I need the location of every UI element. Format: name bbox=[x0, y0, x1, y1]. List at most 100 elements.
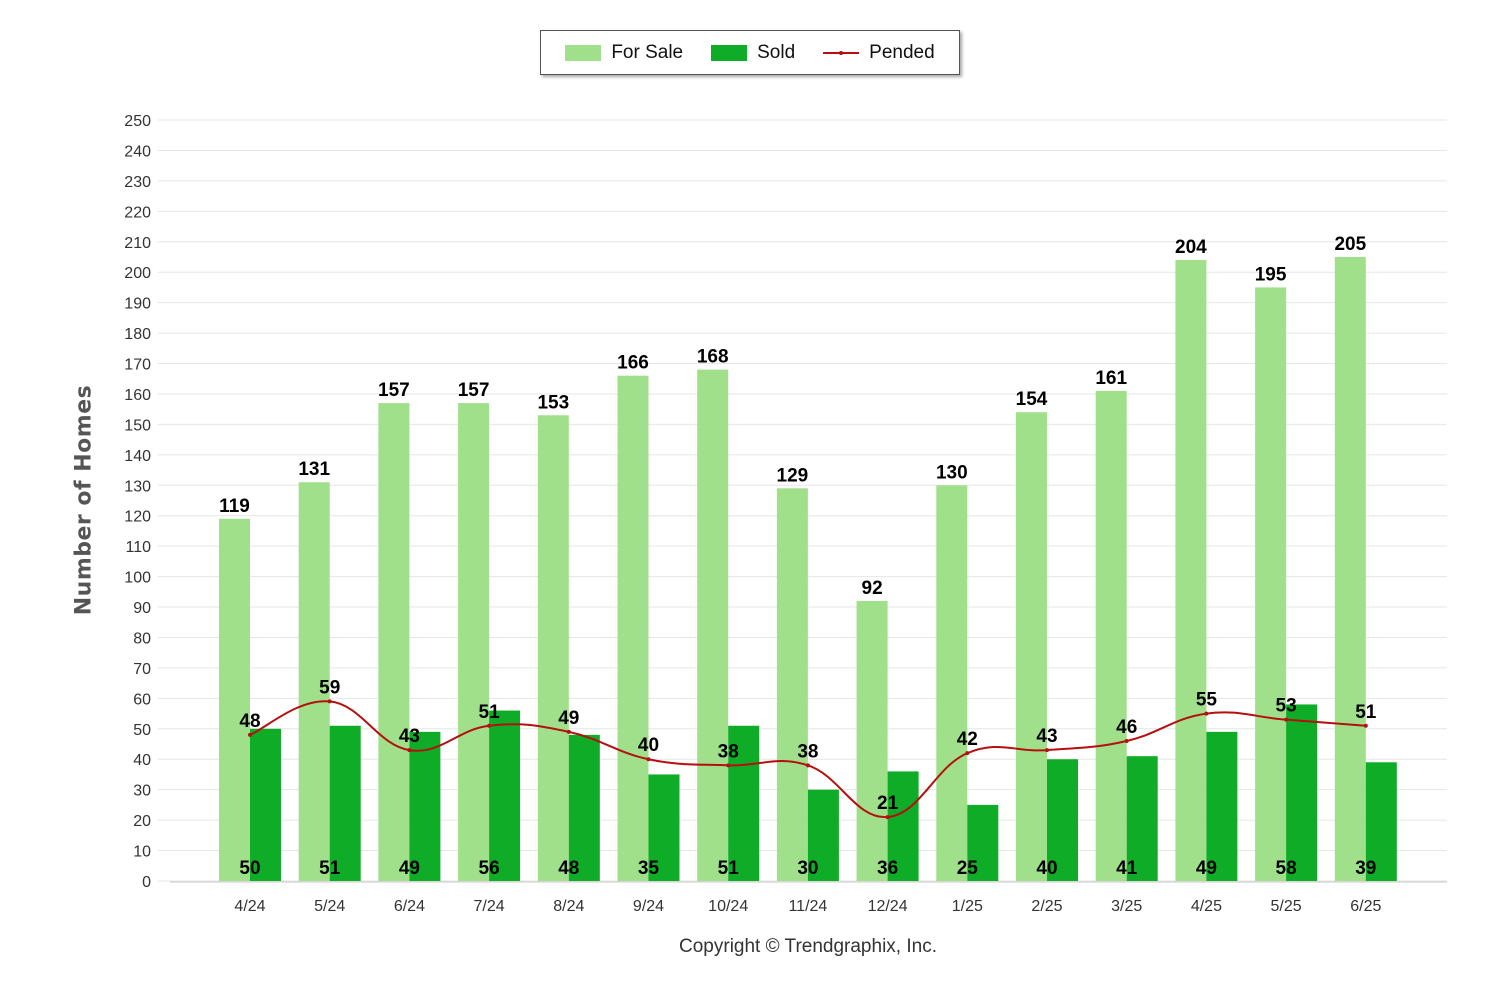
pended-point bbox=[248, 732, 252, 737]
legend: For Sale Sold Pended bbox=[540, 30, 960, 75]
y-tick-label: 160 bbox=[124, 387, 151, 404]
bar-sold bbox=[409, 731, 441, 881]
label-for-sale: 130 bbox=[936, 462, 968, 483]
legend-item-sold[interactable]: Sold bbox=[711, 42, 795, 64]
pended-point bbox=[1045, 748, 1049, 753]
label-pended: 21 bbox=[877, 793, 899, 814]
x-tick-label: 10/24 bbox=[708, 898, 748, 915]
x-tick-label: 9/24 bbox=[633, 898, 664, 915]
label-sold: 51 bbox=[319, 858, 341, 879]
y-tick-label: 50 bbox=[133, 722, 151, 739]
x-tick-label: 12/24 bbox=[868, 898, 908, 915]
label-pended: 38 bbox=[718, 741, 739, 762]
x-axis: 4/24 5/24 6/24 7/24 8/24 9/24 10/24 11/24 12/24 1… bbox=[170, 881, 1447, 915]
label-for-sale: 157 bbox=[378, 380, 410, 401]
pended-swatch bbox=[823, 45, 860, 61]
label-sold: 49 bbox=[1196, 858, 1217, 879]
bar-sold bbox=[1286, 704, 1318, 881]
y-tick-label: 70 bbox=[133, 661, 151, 678]
label-sold: 25 bbox=[957, 858, 979, 879]
legend-item-pended[interactable]: Pended bbox=[823, 42, 935, 64]
pended-point bbox=[487, 723, 492, 728]
pended-point bbox=[566, 729, 571, 734]
bar-for-sale bbox=[219, 518, 250, 881]
y-tick-label: 210 bbox=[124, 235, 151, 252]
pended-point bbox=[885, 815, 890, 820]
y-tick-label: 0 bbox=[142, 874, 151, 891]
y-tick-label: 240 bbox=[124, 143, 151, 160]
label-for-sale: 92 bbox=[862, 578, 883, 599]
y-tick-label: 60 bbox=[133, 691, 151, 708]
y-tick-label: 220 bbox=[124, 204, 151, 221]
y-axis-title: Number of Homes bbox=[71, 384, 97, 616]
bar-sold bbox=[887, 771, 919, 881]
y-tick-label: 40 bbox=[133, 752, 151, 769]
label-pended: 51 bbox=[479, 702, 501, 723]
bar-for-sale bbox=[1255, 287, 1287, 881]
label-pended: 48 bbox=[239, 711, 260, 732]
pended-point bbox=[327, 699, 332, 704]
label-pended: 43 bbox=[1036, 726, 1057, 747]
label-pended: 38 bbox=[797, 741, 818, 762]
bar-for-sale bbox=[776, 488, 808, 881]
bar-sold bbox=[1365, 762, 1397, 881]
label-sold: 58 bbox=[1276, 858, 1297, 879]
bar-sold bbox=[1206, 731, 1238, 881]
bar-for-sale bbox=[617, 375, 649, 881]
x-tick-label: 7/24 bbox=[474, 898, 505, 915]
y-tick-label: 230 bbox=[124, 174, 151, 191]
y-tick-label: 110 bbox=[125, 539, 151, 556]
label-for-sale: 119 bbox=[219, 496, 250, 517]
x-tick-label: 4/25 bbox=[1191, 898, 1222, 915]
legend-label-for-sale: For Sale bbox=[611, 41, 684, 63]
x-tick-label: 11/24 bbox=[788, 898, 827, 915]
bar-sold bbox=[568, 734, 600, 881]
pended-point bbox=[726, 763, 731, 768]
label-pended: 49 bbox=[558, 708, 579, 729]
legend-item-for-sale[interactable]: For Sale bbox=[565, 42, 683, 64]
pended-point bbox=[646, 757, 651, 762]
label-for-sale: 205 bbox=[1334, 234, 1366, 255]
bar-sold bbox=[967, 804, 999, 881]
y-tick-label: 30 bbox=[133, 783, 151, 800]
y-tick-label: 10 bbox=[133, 844, 151, 861]
label-pended: 43 bbox=[399, 726, 420, 747]
pended-point bbox=[407, 748, 412, 753]
sold-swatch bbox=[711, 44, 748, 61]
label-sold: 49 bbox=[399, 858, 420, 879]
x-tick-label: 6/24 bbox=[394, 898, 425, 915]
bar-for-sale bbox=[1334, 256, 1366, 882]
label-pended: 51 bbox=[1355, 702, 1377, 723]
x-tick-label: 4/24 bbox=[234, 898, 265, 915]
pended-point bbox=[965, 751, 970, 756]
x-tick-label: 3/25 bbox=[1111, 898, 1142, 915]
for-sale-swatch bbox=[565, 44, 602, 61]
label-sold: 50 bbox=[239, 858, 260, 879]
bar-sold bbox=[489, 710, 521, 881]
label-pended: 53 bbox=[1276, 696, 1297, 717]
bar-sold bbox=[648, 774, 680, 881]
label-sold: 56 bbox=[479, 858, 500, 879]
pended-point bbox=[805, 763, 810, 768]
bar-for-sale bbox=[1016, 412, 1047, 881]
y-tick-label: 100 bbox=[124, 570, 151, 587]
label-sold: 40 bbox=[1036, 858, 1057, 879]
bar-sold bbox=[329, 725, 361, 881]
y-tick-label: 190 bbox=[124, 296, 151, 313]
y-tick-label: 200 bbox=[124, 265, 151, 282]
bar-for-sale bbox=[856, 600, 888, 881]
label-for-sale: 161 bbox=[1095, 368, 1127, 389]
bar-sold bbox=[250, 728, 281, 881]
y-tick-label: 20 bbox=[133, 813, 151, 830]
y-tick-label: 80 bbox=[133, 630, 151, 647]
bar-for-sale bbox=[298, 482, 330, 881]
pended-point bbox=[1124, 738, 1129, 743]
pended-point bbox=[1204, 711, 1209, 716]
label-for-sale: 195 bbox=[1255, 264, 1287, 285]
y-axis-ticks: 0 10 20 30 40 50 60 70 80 90 100 110 120 130 140 150 160… bbox=[124, 113, 151, 891]
bar-for-sale bbox=[697, 369, 729, 881]
data-labels: 119 50 131 51 157 49 157 56 153 48 166 35 168 51 129 30… bbox=[219, 234, 1377, 879]
bar-for-sale bbox=[458, 403, 490, 881]
bar-for-sale bbox=[378, 403, 410, 881]
